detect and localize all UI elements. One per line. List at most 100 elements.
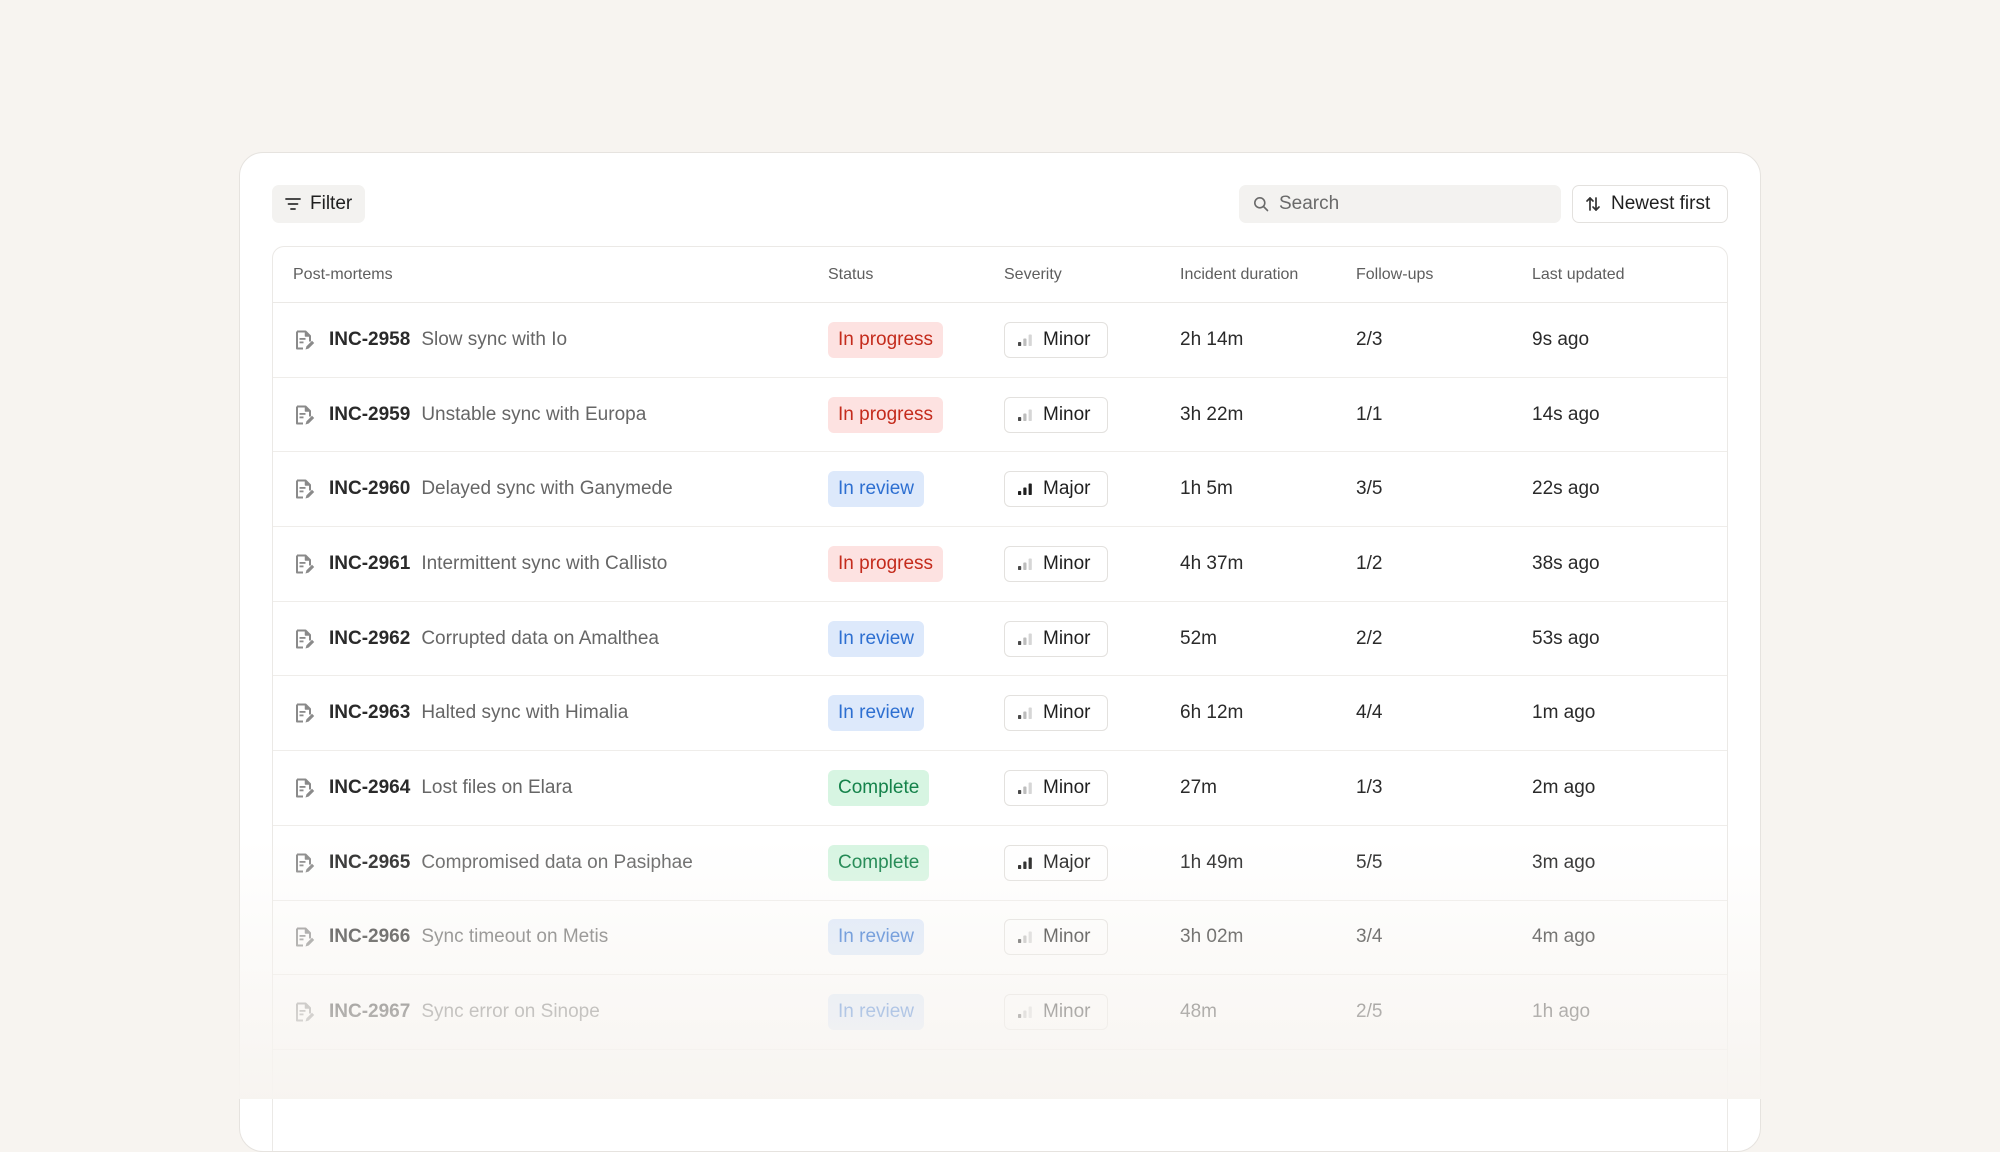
search-box[interactable]: [1239, 185, 1561, 223]
table-row[interactable]: INC-2966 Sync timeout on Metis In review…: [273, 901, 1727, 976]
incident-title[interactable]: Unstable sync with Europa: [421, 404, 646, 426]
last-updated-cell: 1m ago: [1532, 702, 1727, 724]
incident-title[interactable]: Compromised data on Pasiphae: [421, 852, 692, 874]
severity-cell: Minor: [1004, 695, 1180, 731]
follow-ups-cell: 2/3: [1356, 329, 1532, 351]
severity-chip[interactable]: Minor: [1004, 919, 1108, 955]
incident-title[interactable]: Delayed sync with Ganymede: [421, 478, 672, 500]
sort-button[interactable]: Newest first: [1572, 185, 1728, 223]
follow-ups-cell: 5/5: [1356, 852, 1532, 874]
incident-id[interactable]: INC-2959: [329, 404, 410, 426]
severity-cell: Minor: [1004, 397, 1180, 433]
document-edit-icon: [293, 628, 315, 650]
incident-id[interactable]: INC-2958: [329, 329, 410, 351]
incident-title[interactable]: Intermittent sync with Callisto: [421, 553, 667, 575]
post-mortem-cell: INC-2960 Delayed sync with Ganymede: [273, 478, 828, 500]
severity-cell: Minor: [1004, 322, 1180, 358]
incident-title[interactable]: Corrupted data on Amalthea: [421, 628, 659, 650]
column-header-duration[interactable]: Incident duration: [1180, 266, 1356, 284]
duration-cell: 1h 5m: [1180, 478, 1356, 500]
status-cell: In review: [828, 471, 1004, 507]
incident-title[interactable]: Slow sync with Io: [421, 329, 567, 351]
signal-bars-icon: [1017, 856, 1033, 870]
incident-id[interactable]: INC-2960: [329, 478, 410, 500]
post-mortem-cell: INC-2961 Intermittent sync with Callisto: [273, 553, 828, 575]
column-header-severity[interactable]: Severity: [1004, 266, 1180, 284]
severity-chip[interactable]: Minor: [1004, 546, 1108, 582]
signal-bars-icon: [1017, 482, 1033, 496]
severity-chip[interactable]: Minor: [1004, 994, 1108, 1030]
status-badge: In review: [828, 695, 924, 731]
severity-label: Minor: [1043, 329, 1091, 351]
status-cell: Complete: [828, 845, 1004, 881]
severity-cell: Minor: [1004, 546, 1180, 582]
incident-id[interactable]: INC-2962: [329, 628, 410, 650]
signal-bars-icon: [1017, 706, 1033, 720]
severity-label: Minor: [1043, 926, 1091, 948]
follow-ups-cell: 1/1: [1356, 404, 1532, 426]
incident-title[interactable]: Lost files on Elara: [421, 777, 572, 799]
follow-ups-cell: 1/2: [1356, 553, 1532, 575]
document-edit-icon: [293, 702, 315, 724]
incident-id[interactable]: INC-2963: [329, 702, 410, 724]
table-row[interactable]: INC-2963 Halted sync with Himalia In rev…: [273, 676, 1727, 751]
post-mortem-cell: INC-2958 Slow sync with Io: [273, 329, 828, 351]
severity-cell: Minor: [1004, 770, 1180, 806]
severity-chip[interactable]: Major: [1004, 471, 1108, 507]
document-edit-icon: [293, 329, 315, 351]
status-badge: Complete: [828, 770, 929, 806]
severity-label: Minor: [1043, 628, 1091, 650]
severity-chip[interactable]: Minor: [1004, 397, 1108, 433]
search-input[interactable]: [1279, 193, 1539, 215]
post-mortem-cell: INC-2966 Sync timeout on Metis: [273, 926, 828, 948]
column-header-last-updated[interactable]: Last updated: [1532, 266, 1727, 284]
document-edit-icon: [293, 404, 315, 426]
status-badge: In progress: [828, 322, 943, 358]
incident-id[interactable]: INC-2966: [329, 926, 410, 948]
severity-chip[interactable]: Minor: [1004, 770, 1108, 806]
table-row[interactable]: INC-2965 Compromised data on Pasiphae Co…: [273, 826, 1727, 901]
column-header-post-mortems[interactable]: Post-mortems: [273, 266, 828, 284]
filter-button[interactable]: Filter: [272, 185, 365, 223]
table-row[interactable]: INC-2962 Corrupted data on Amalthea In r…: [273, 602, 1727, 677]
status-cell: In review: [828, 695, 1004, 731]
column-header-follow-ups[interactable]: Follow-ups: [1356, 266, 1532, 284]
severity-cell: Minor: [1004, 621, 1180, 657]
signal-bars-icon: [1017, 632, 1033, 646]
incident-title[interactable]: Sync timeout on Metis: [421, 926, 608, 948]
severity-chip[interactable]: Minor: [1004, 621, 1108, 657]
table-row[interactable]: INC-2964 Lost files on Elara Complete Mi…: [273, 751, 1727, 826]
incident-id[interactable]: INC-2961: [329, 553, 410, 575]
table-row[interactable]: INC-2958 Slow sync with Io In progress M…: [273, 303, 1727, 378]
table-row[interactable]: INC-2960 Delayed sync with Ganymede In r…: [273, 452, 1727, 527]
duration-cell: 4h 37m: [1180, 553, 1356, 575]
severity-cell: Minor: [1004, 994, 1180, 1030]
follow-ups-cell: 1/3: [1356, 777, 1532, 799]
follow-ups-cell: 2/5: [1356, 1001, 1532, 1023]
status-cell: In review: [828, 621, 1004, 657]
table-row[interactable]: INC-2967 Sync error on Sinope In review …: [273, 975, 1727, 1050]
incident-id[interactable]: INC-2964: [329, 777, 410, 799]
incident-title[interactable]: Halted sync with Himalia: [421, 702, 628, 724]
column-header-status[interactable]: Status: [828, 266, 1004, 284]
post-mortem-cell: INC-2967 Sync error on Sinope: [273, 1001, 828, 1023]
post-mortem-cell: INC-2964 Lost files on Elara: [273, 777, 828, 799]
table-row[interactable]: INC-2959 Unstable sync with Europa In pr…: [273, 378, 1727, 453]
severity-chip[interactable]: Minor: [1004, 322, 1108, 358]
duration-cell: 27m: [1180, 777, 1356, 799]
last-updated-cell: 1h ago: [1532, 1001, 1727, 1023]
status-cell: In progress: [828, 546, 1004, 582]
incident-title[interactable]: Sync error on Sinope: [421, 1001, 600, 1023]
incident-id[interactable]: INC-2967: [329, 1001, 410, 1023]
post-mortems-card: Filter Newest first: [239, 152, 1761, 1152]
status-cell: In review: [828, 919, 1004, 955]
incident-id[interactable]: INC-2965: [329, 852, 410, 874]
document-edit-icon: [293, 777, 315, 799]
table-row[interactable]: INC-2961 Intermittent sync with Callisto…: [273, 527, 1727, 602]
severity-chip[interactable]: Minor: [1004, 695, 1108, 731]
severity-chip[interactable]: Major: [1004, 845, 1108, 881]
document-edit-icon: [293, 1001, 315, 1023]
signal-bars-icon: [1017, 1005, 1033, 1019]
severity-label: Major: [1043, 478, 1091, 500]
sort-arrows-icon: [1585, 195, 1601, 213]
